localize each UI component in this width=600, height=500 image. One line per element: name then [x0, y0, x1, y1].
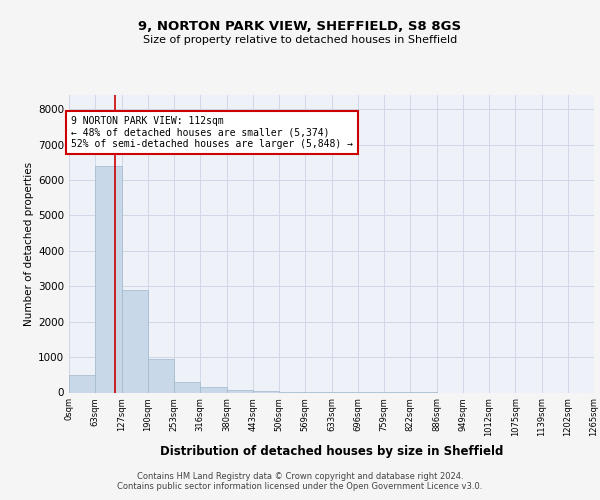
- Bar: [148, 359, 174, 392]
- Y-axis label: Number of detached properties: Number of detached properties: [24, 162, 34, 326]
- Bar: [95, 166, 122, 392]
- Bar: [69, 375, 95, 392]
- Bar: [227, 390, 253, 392]
- Bar: [200, 387, 227, 392]
- Bar: [253, 390, 279, 392]
- Text: Contains HM Land Registry data © Crown copyright and database right 2024.
Contai: Contains HM Land Registry data © Crown c…: [118, 472, 482, 491]
- Text: 9, NORTON PARK VIEW, SHEFFIELD, S8 8GS: 9, NORTON PARK VIEW, SHEFFIELD, S8 8GS: [139, 20, 461, 33]
- Text: 9 NORTON PARK VIEW: 112sqm
← 48% of detached houses are smaller (5,374)
52% of s: 9 NORTON PARK VIEW: 112sqm ← 48% of deta…: [71, 116, 353, 150]
- Bar: [122, 290, 148, 392]
- Text: Size of property relative to detached houses in Sheffield: Size of property relative to detached ho…: [143, 35, 457, 45]
- Bar: [174, 382, 200, 392]
- X-axis label: Distribution of detached houses by size in Sheffield: Distribution of detached houses by size …: [160, 444, 503, 458]
